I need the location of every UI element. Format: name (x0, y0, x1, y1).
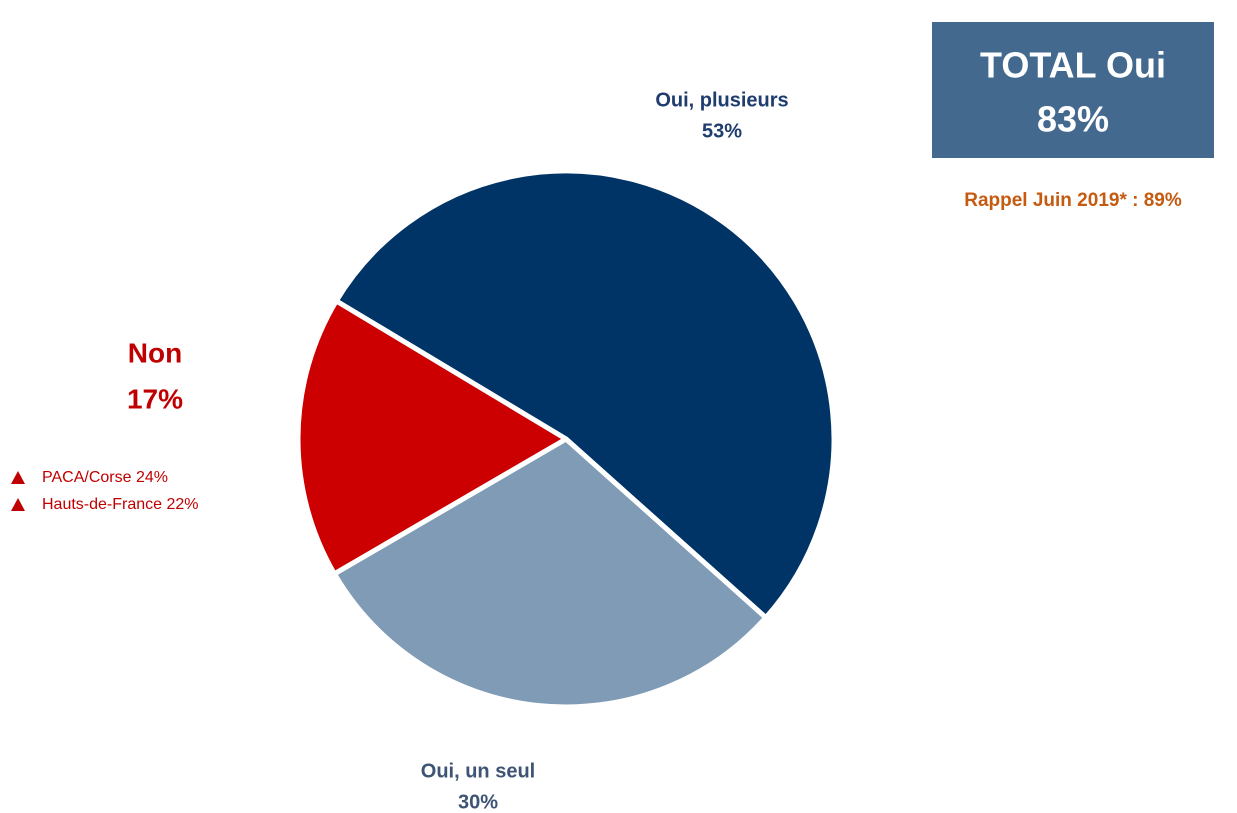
total-box (932, 22, 1214, 158)
up-triangle (11, 498, 25, 511)
up-triangle (11, 471, 25, 484)
pie-slice (333, 168, 837, 621)
slice-label: Oui, un seul (421, 760, 535, 782)
pie-slice (295, 298, 569, 577)
slice-value-label: 53% (702, 120, 742, 142)
slice-value-label: 17% (127, 383, 183, 414)
slice-value-label: 30% (458, 791, 498, 813)
pie-slice (331, 436, 769, 710)
total-value: 83% (1037, 99, 1109, 140)
total-label: TOTAL Oui (980, 45, 1166, 86)
slice-label: Non (128, 337, 182, 368)
annotation: PACA/Corse 24% (42, 469, 168, 486)
slice-label: Oui, plusieurs (655, 89, 788, 111)
recall-text: Rappel Juin 2019* : 89% (964, 190, 1182, 211)
annotation: Hauts-de-France 22% (42, 496, 199, 513)
